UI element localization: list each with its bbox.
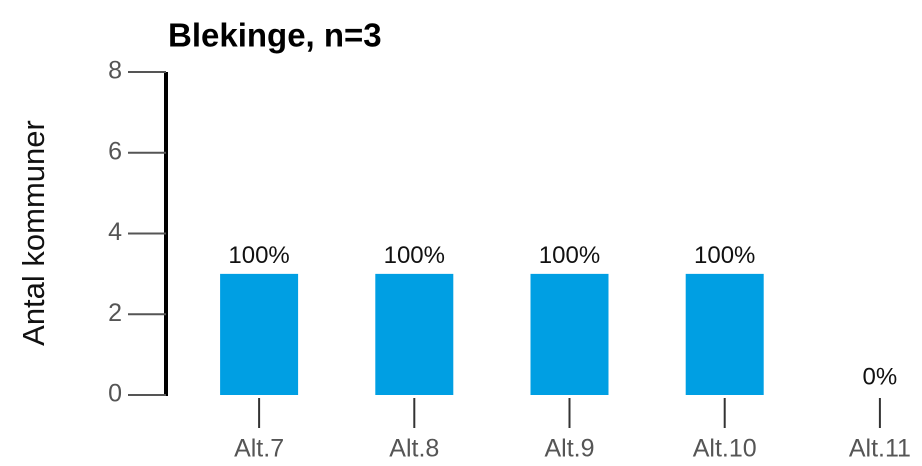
y-axis-label: Antal kommuner <box>16 120 51 346</box>
data-label: 100% <box>694 242 755 269</box>
data-label: 100% <box>228 242 289 269</box>
bar <box>375 273 454 395</box>
x-tick-label: Alt.9 <box>544 435 594 463</box>
bar <box>530 273 609 395</box>
data-label: 0% <box>863 363 898 390</box>
y-tick-label: 0 <box>108 380 122 408</box>
x-tick-label: Alt.7 <box>234 435 284 463</box>
data-label: 100% <box>384 242 445 269</box>
data-label: 100% <box>539 242 600 269</box>
x-tick-label: Alt.11 <box>849 435 911 463</box>
y-tick-label: 8 <box>108 57 122 85</box>
chart-title: Blekinge, n=3 <box>168 17 382 54</box>
y-tick-label: 6 <box>108 137 122 165</box>
bar <box>685 273 764 395</box>
x-tick-label: Alt.8 <box>389 435 439 463</box>
y-tick-label: 4 <box>108 218 122 246</box>
y-tick-label: 2 <box>108 299 122 327</box>
x-tick-label: Alt.10 <box>693 435 757 463</box>
bar <box>220 273 299 395</box>
